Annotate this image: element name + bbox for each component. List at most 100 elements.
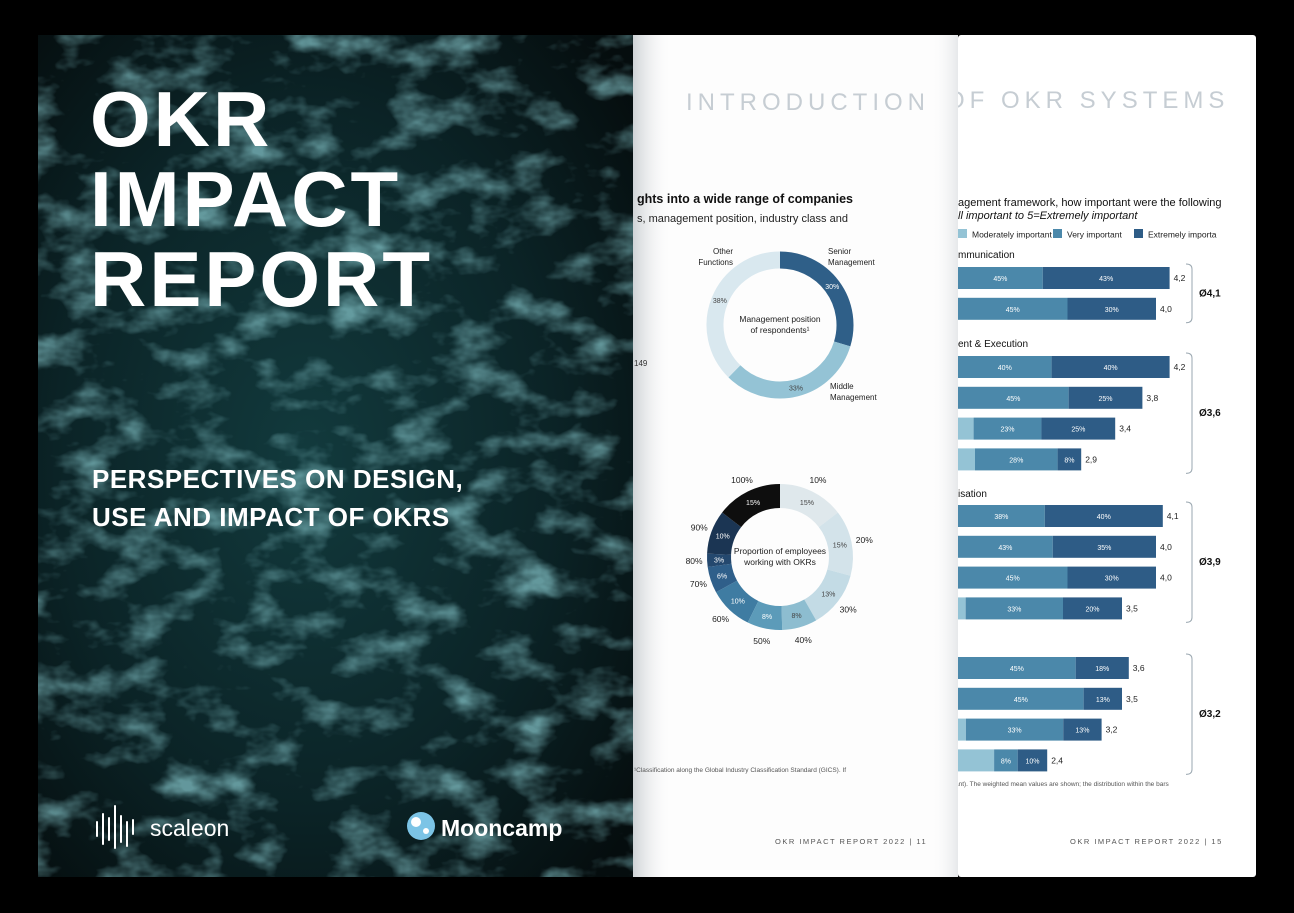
donut-category-label: 10% xyxy=(809,475,826,485)
bar-value-label: 40% xyxy=(1097,514,1111,521)
question-text: agement framework, how important were th… xyxy=(958,197,1222,209)
bar-moderate xyxy=(958,448,975,471)
bar-value-label: 20% xyxy=(1085,606,1099,613)
donut-category-label: Middle xyxy=(830,382,854,391)
bar-very xyxy=(958,267,1043,289)
group-brace xyxy=(1185,352,1193,474)
donut-value-label: 8% xyxy=(791,613,801,620)
bar-very xyxy=(965,718,1064,741)
donut-segment xyxy=(803,569,851,621)
donut-value-label: 33% xyxy=(789,385,803,392)
donut-segment xyxy=(779,484,838,528)
mean-label: 4,2 xyxy=(1174,362,1186,372)
donut-category-label: 60% xyxy=(712,614,729,624)
bar-moderate xyxy=(958,417,974,440)
legend-swatch xyxy=(958,229,967,238)
mooncamp-icon xyxy=(407,812,435,840)
bar-value-label: 45% xyxy=(1006,396,1020,403)
donut-category-label: 20% xyxy=(856,535,873,545)
scaleon-logo-text: scaleon xyxy=(150,815,229,841)
bar-extremely xyxy=(1083,687,1122,710)
donut-category-label: 40% xyxy=(795,635,812,645)
donut-value-label: 6% xyxy=(717,574,727,581)
bar-value-label: 40% xyxy=(1104,365,1118,372)
bar-value-label: 25% xyxy=(1099,396,1113,403)
donut-value-label: 15% xyxy=(833,542,847,549)
donut-category-label: 80% xyxy=(686,556,703,566)
legend-label: Extremely importa xyxy=(1148,230,1217,240)
group-brace xyxy=(1185,653,1193,775)
bar-moderate xyxy=(958,597,966,620)
group-brace xyxy=(1185,263,1193,324)
donut-segment xyxy=(780,599,817,630)
bar-value-label: 45% xyxy=(1010,666,1024,673)
bar-extremely xyxy=(1052,535,1156,558)
donut-value-label: 8% xyxy=(762,614,772,621)
bar-value-label: 23% xyxy=(1001,427,1015,434)
bar-very xyxy=(958,687,1084,710)
bar-value-label: 13% xyxy=(1075,728,1089,735)
bar-value-label: 8% xyxy=(1001,758,1011,765)
bar-extremely xyxy=(1068,386,1143,409)
page-11-sheet xyxy=(633,35,958,877)
donut-value-label: 38% xyxy=(713,298,727,305)
bar-value-label: 33% xyxy=(1007,606,1021,613)
group-title: isation xyxy=(958,489,987,500)
bar-extremely xyxy=(1057,448,1082,471)
donut-category-label: Other xyxy=(713,247,733,256)
scaleon-icon xyxy=(96,805,134,849)
bar-value-label: 18% xyxy=(1095,666,1109,673)
donut-category-label: 50% xyxy=(753,636,770,646)
donut-center-label: Proportion of employees xyxy=(734,546,826,556)
bar-value-label: 28% xyxy=(1009,457,1023,464)
donut-value-label: 10% xyxy=(731,599,745,606)
spine-shadow xyxy=(633,35,673,877)
bar-value-label: 45% xyxy=(1006,576,1020,583)
bar-extremely xyxy=(1051,356,1170,378)
mean-label: 3,5 xyxy=(1126,694,1138,704)
bar-very xyxy=(958,356,1052,378)
bar-value-label: 45% xyxy=(1014,697,1028,704)
donut-segment xyxy=(728,341,851,399)
page-15: OF OKR SYSTEMS agement framework, how im… xyxy=(946,87,1229,846)
scale-note: ll important to 5=Extremely important xyxy=(958,210,1138,222)
cover-title-line: OKR xyxy=(90,75,272,163)
group-average: Ø3,6 xyxy=(1199,408,1221,419)
donut-segment xyxy=(818,512,853,576)
donut-category-label: Functions xyxy=(698,258,733,267)
donut-center-label: Management position xyxy=(739,314,821,324)
group-brace xyxy=(1185,501,1193,623)
cover-title-line: IMPACT xyxy=(90,155,401,243)
donut-value-label: 15% xyxy=(746,500,760,507)
legend-swatch xyxy=(1053,229,1062,238)
bar-value-label: 10% xyxy=(1025,758,1039,765)
bar-extremely xyxy=(1044,505,1163,527)
bar-very xyxy=(958,386,1069,409)
page-header: OF OKR SYSTEMS xyxy=(946,87,1229,114)
donut-value-label: 10% xyxy=(716,534,730,541)
mean-label: 3,5 xyxy=(1126,603,1138,613)
legend-label: Moderately important xyxy=(972,230,1052,240)
cover-subtitle-line: PERSPECTIVES ON DESIGN, xyxy=(92,464,463,494)
bar-very xyxy=(958,297,1068,320)
cover-subtitle: PERSPECTIVES ON DESIGN, USE AND IMPACT OF… xyxy=(92,464,463,532)
bar-extremely xyxy=(1041,417,1116,440)
bar-extremely xyxy=(1017,749,1048,772)
bar-value-label: 13% xyxy=(1096,697,1110,704)
bar-value-label: 43% xyxy=(998,545,1012,552)
bar-value-label: 45% xyxy=(1006,307,1020,314)
donut-segment xyxy=(779,251,854,347)
donut-segment xyxy=(707,512,742,556)
bar-very xyxy=(958,535,1053,558)
page-header: INTRODUCTION xyxy=(686,89,930,116)
group-average: Ø3,9 xyxy=(1199,557,1221,568)
donut-value-label: 3% xyxy=(714,557,724,564)
mooncamp-logo-text: Mooncamp xyxy=(441,815,562,841)
donut-segment xyxy=(706,251,781,378)
margin-number: 149 xyxy=(634,359,648,368)
donut-segment xyxy=(747,600,783,630)
mean-label: 3,2 xyxy=(1106,725,1118,735)
legend-swatch xyxy=(1134,229,1143,238)
mean-label: 3,4 xyxy=(1119,424,1131,434)
